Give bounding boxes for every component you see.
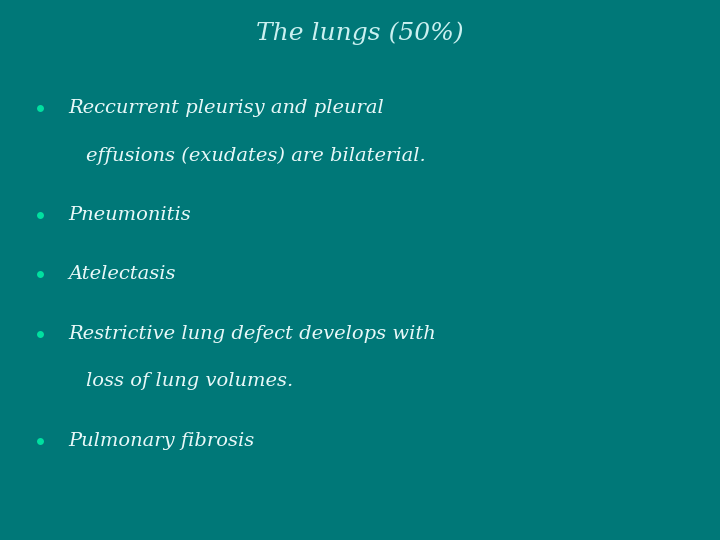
Text: Restrictive lung defect develops with: Restrictive lung defect develops with <box>68 325 436 343</box>
Text: Pneumonitis: Pneumonitis <box>68 206 191 224</box>
Text: effusions (exudates) are bilaterial.: effusions (exudates) are bilaterial. <box>86 146 426 165</box>
Text: Reccurrent pleurisy and pleural: Reccurrent pleurisy and pleural <box>68 99 384 117</box>
Text: loss of lung volumes.: loss of lung volumes. <box>86 372 294 390</box>
Text: Atelectasis: Atelectasis <box>68 265 176 284</box>
Text: The lungs (50%): The lungs (50%) <box>256 22 464 45</box>
Text: Pulmonary fibrosis: Pulmonary fibrosis <box>68 431 255 450</box>
